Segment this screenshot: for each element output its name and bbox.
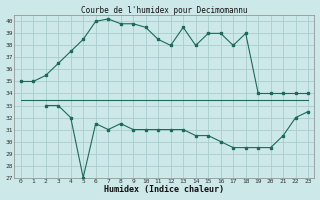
Title: Courbe de l'humidex pour Decimomannu: Courbe de l'humidex pour Decimomannu [81, 6, 248, 15]
X-axis label: Humidex (Indice chaleur): Humidex (Indice chaleur) [104, 185, 224, 194]
